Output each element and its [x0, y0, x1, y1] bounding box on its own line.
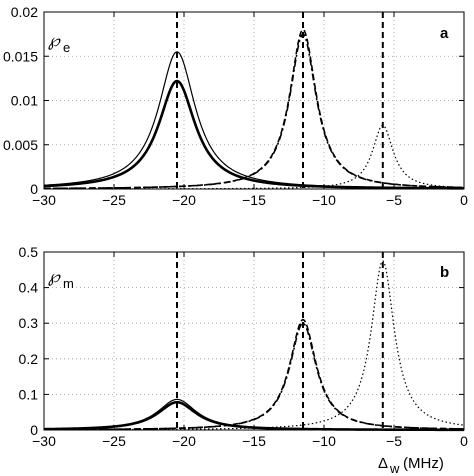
panel-b-xlabel-symbol: Δ — [378, 455, 388, 472]
panel-a-ytick-label: 0 — [30, 181, 38, 197]
panel-a-xtick-label: −15 — [242, 192, 266, 208]
panel-b-xtick-label: −10 — [312, 433, 336, 449]
panel-b-ytick-label: 0 — [30, 422, 38, 438]
panel-a-series-dashdot — [44, 33, 465, 190]
panel-a-ytick-label: 0.005 — [3, 137, 38, 153]
panel-b-letter: b — [440, 264, 449, 281]
panel-a-series — [43, 28, 465, 190]
panel-a-ytick-label: 0.01 — [11, 93, 38, 109]
panel-b-reference-lines — [176, 252, 384, 430]
panel-b-xtick-label: −25 — [102, 433, 126, 449]
panel-a-xtick-label: −25 — [102, 192, 126, 208]
panel-b-ytick-label: 0.3 — [19, 315, 39, 331]
panel-a-ytick-label: 0.02 — [11, 4, 38, 20]
panel-b-ytick-label: 0.2 — [19, 351, 39, 367]
panel-b-ytick-label: 0.4 — [19, 280, 39, 296]
panel-b-xtick-label: −15 — [242, 433, 266, 449]
panel-a-xtick-label: −30 — [32, 192, 56, 208]
panel-b-ytick-label: 0.5 — [19, 244, 39, 260]
panel-a-ylabel-subscript: e — [63, 40, 70, 55]
panel-a-grid — [44, 12, 464, 189]
panel-a-ytick-label: 0.015 — [3, 48, 38, 64]
panel-a-letter: a — [440, 25, 449, 42]
panel-b-xlabel-unit: (MHz) — [403, 455, 444, 472]
panel-b-xtick-label: −5 — [386, 433, 402, 449]
panel-b-ylabel-symbol: ℘ — [48, 267, 61, 287]
panel-b-grid — [44, 252, 464, 430]
panel-b-xtick-label: −30 — [32, 433, 56, 449]
panel-b-xtick-label: 0 — [460, 433, 468, 449]
panel-b-ylabel-subscript: m — [63, 276, 74, 291]
panel-a-ylabel-symbol: ℘ — [48, 31, 61, 51]
panel-a-reference-lines — [176, 12, 384, 189]
panel-a-series-dotted — [44, 124, 465, 190]
panel-b-xlabel-subscript: w — [389, 461, 400, 476]
panel-b: −30 −25 −20 −15 −10 −5 0 0 0.1 0.2 0.3 0.4 0.5 b ℘ m… — [19, 244, 469, 476]
panel-a-xtick-label: −10 — [312, 192, 336, 208]
panel-b-xtick-label: −20 — [172, 433, 196, 449]
panel-a-ticks: −30 −25 −20 −15 −10 −5 0 0 0.005 0.01 0.015 0.02 — [3, 4, 468, 208]
panel-b-ticks: −30 −25 −20 −15 −10 −5 0 0 0.1 0.2 0.3 0.4 0.5 — [19, 244, 469, 449]
panel-a-xtick-label: −5 — [386, 192, 402, 208]
panel-b-ytick-label: 0.1 — [19, 386, 39, 402]
panel-a-xtick-label: −20 — [172, 192, 196, 208]
panel-a-xtick-label: 0 — [460, 192, 468, 208]
